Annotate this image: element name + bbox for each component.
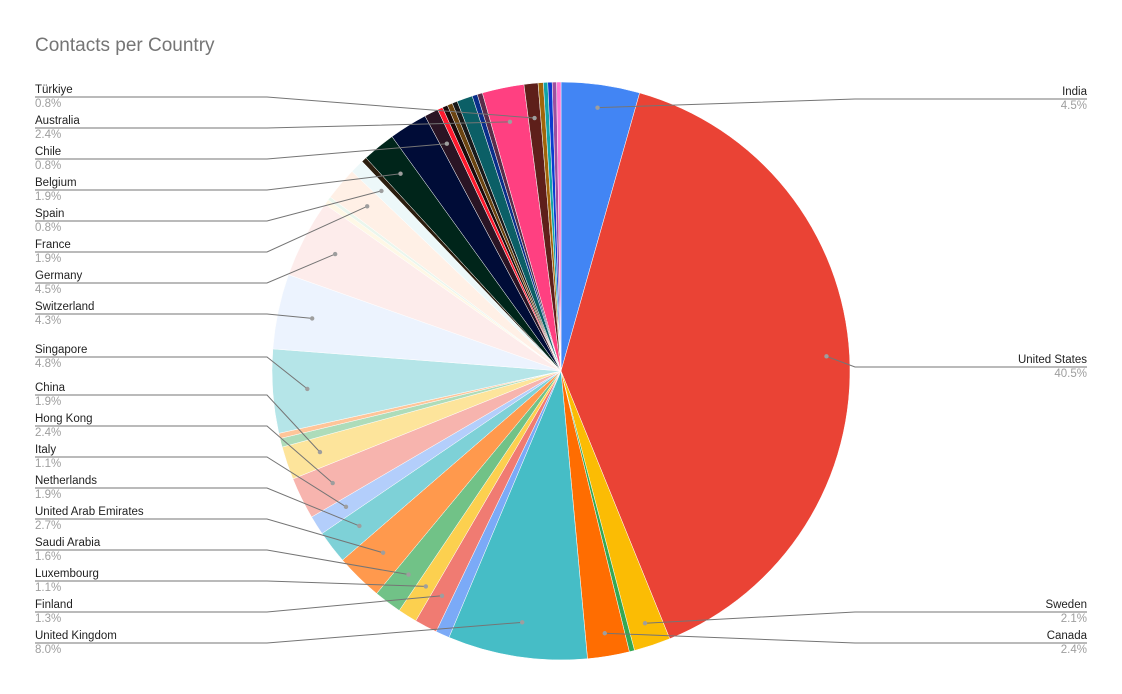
label-netherlands: Netherlands 1.9%	[35, 475, 98, 501]
pie-slice-united-kingdom[interactable]	[448, 370, 588, 661]
pie-slice-united-states[interactable]	[560, 92, 851, 640]
pie-slice[interactable]	[556, 81, 562, 372]
label-turkiye: Türkiye 0.8%	[35, 84, 73, 110]
label-chile: Chile 0.8%	[35, 146, 62, 172]
label-saudi-arabia: Saudi Arabia 1.6%	[35, 537, 101, 563]
label-singapore: Singapore 4.8%	[35, 344, 88, 370]
label-china: China 1.9%	[35, 382, 66, 408]
label-united-states: United States 40.5%	[1017, 354, 1087, 380]
label-belgium: Belgium 1.9%	[35, 177, 77, 203]
label-canada: Canada 2.4%	[1046, 630, 1087, 656]
chart-title: Contacts per Country	[35, 35, 215, 56]
leader-dots	[305, 105, 829, 636]
label-spain: Spain 0.8%	[35, 208, 65, 234]
label-finland: Finland 1.3%	[35, 599, 73, 625]
pie-slices	[271, 81, 851, 661]
label-italy: Italy 1.1%	[35, 444, 62, 470]
label-france: France 1.9%	[35, 239, 71, 265]
label-hong-kong: Hong Kong 2.4%	[35, 413, 93, 439]
label-australia: Australia 2.4%	[35, 115, 80, 141]
label-germany: Germany 4.5%	[35, 270, 83, 296]
label-india: India 4.5%	[1060, 86, 1087, 112]
label-luxembourg: Luxembourg 1.1%	[35, 568, 99, 594]
label-sweden: Sweden 2.1%	[1045, 599, 1087, 625]
label-switzerland: Switzerland 4.3%	[35, 301, 95, 327]
leader-lines	[35, 96, 1087, 644]
label-united-arab-emirates: United Arab Emirates 2.7%	[35, 506, 144, 532]
label-united-kingdom: United Kingdom 8.0%	[35, 630, 117, 656]
